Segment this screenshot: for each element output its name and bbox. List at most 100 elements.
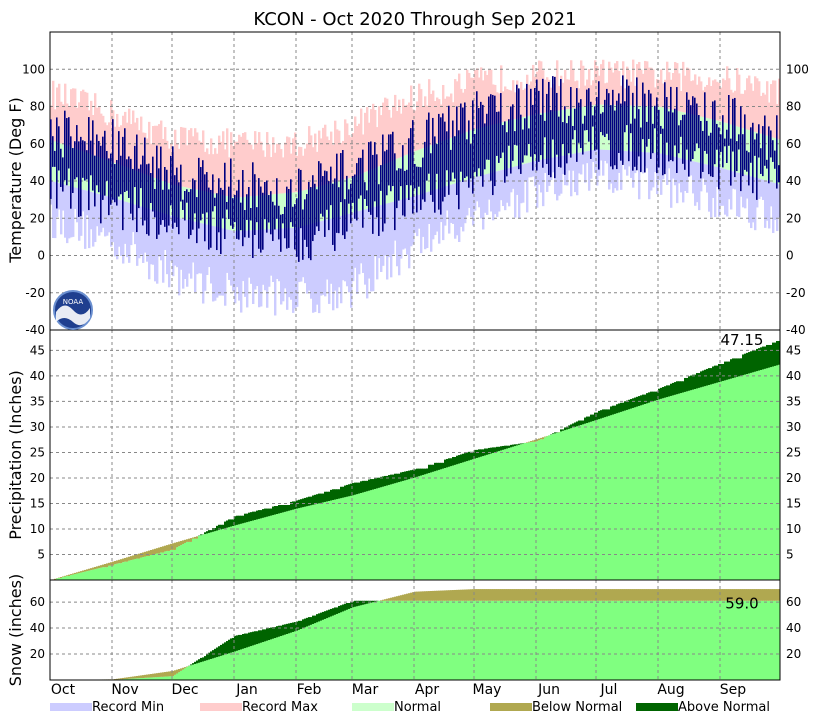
record-min-bar [754, 177, 757, 231]
precip-above-normal-bar [668, 385, 671, 397]
precip-normal-bar [476, 457, 479, 580]
snow-above-normal-bar [328, 609, 331, 618]
precip-normal-bar [360, 493, 363, 580]
snow-normal-bar [678, 600, 681, 680]
record-min-bar [716, 167, 719, 187]
precip-normal-bar [598, 419, 601, 580]
observed-temp-bar [422, 157, 424, 200]
precip-normal-bar [252, 520, 255, 580]
record-min-bar [128, 202, 131, 263]
observed-temp-bar [238, 179, 240, 240]
observed-temp-bar [560, 79, 562, 168]
snow-below-normal-bar [436, 590, 439, 601]
precip-above-normal-bar [680, 381, 683, 394]
snow-normal-bar [674, 600, 677, 680]
snow-normal-bar [692, 600, 695, 680]
observed-temp-bar [568, 115, 570, 154]
snow-below-normal-bar [496, 589, 499, 601]
observed-temp-bar [610, 105, 612, 167]
precip-normal-bar [440, 469, 443, 580]
precip-above-normal-bar [238, 515, 241, 525]
precip-normal-bar [568, 428, 571, 580]
observed-temp-bar [670, 86, 672, 161]
precip-above-normal-bar [248, 512, 251, 522]
snow-normal-bar [216, 657, 219, 680]
precip-above-normal-bar [700, 371, 703, 388]
precip-below-normal-bar [132, 555, 135, 560]
snow-normal-bar [222, 655, 225, 680]
observed-temp-bar [336, 153, 338, 233]
record-max-bar [432, 90, 435, 145]
snow-normal-bar [652, 600, 655, 680]
precip-above-normal-bar [366, 480, 369, 492]
snow-normal-bar [646, 600, 649, 680]
observed-temp-bar [218, 178, 220, 233]
snow-below-normal-bar [748, 589, 751, 601]
record-max-bar [286, 136, 289, 194]
record-max-bar [312, 147, 315, 188]
precip-normal-bar [466, 461, 469, 580]
observed-temp-bar [710, 132, 712, 177]
snow-normal-bar [532, 600, 535, 680]
snow-below-normal-bar [740, 589, 743, 601]
precip-normal-bar [460, 462, 463, 580]
precip-above-normal-bar [272, 506, 275, 516]
precip-normal-bar [454, 464, 457, 580]
record-max-bar [96, 107, 99, 157]
precip-normal-bar [342, 497, 345, 580]
precip-normal-bar [104, 567, 107, 580]
record-max-bar [618, 71, 621, 106]
precip-below-normal-bar [106, 563, 109, 568]
precip-normal-bar [708, 384, 711, 580]
precip-above-normal-bar [508, 445, 511, 448]
observed-temp-bar [624, 101, 626, 133]
snow-above-normal-bar [204, 656, 207, 661]
snow-normal-bar [750, 600, 753, 680]
record-max-bar [538, 60, 541, 114]
normal-range-bar [654, 106, 657, 153]
record-max-bar [730, 89, 733, 125]
precip-normal-bar [496, 451, 499, 580]
snow-normal-bar [716, 600, 719, 680]
record-max-bar [110, 100, 113, 162]
snow-below-normal-bar [616, 589, 619, 601]
snow-below-normal-bar [544, 589, 547, 601]
record-max-bar [186, 145, 189, 188]
record-max-bar [640, 69, 643, 106]
precip-total-annotation: 47.15 [721, 331, 764, 349]
snow-below-normal-bar [648, 589, 651, 601]
record-max-bar [166, 140, 169, 183]
snow-normal-bar [366, 603, 369, 680]
snow-above-normal-bar [318, 613, 321, 622]
snow-normal-bar [542, 600, 545, 680]
snow-below-normal-bar [140, 675, 143, 679]
record-max-bar [486, 74, 489, 126]
observed-temp-bar [176, 167, 178, 228]
record-min-bar [280, 228, 283, 305]
record-min-bar [478, 176, 481, 208]
snow-below-normal-bar [590, 589, 593, 601]
precip-above-normal-bar [294, 501, 297, 510]
precip-normal-bar [452, 465, 455, 580]
precip-above-normal-bar [572, 423, 575, 428]
observed-temp-bar [178, 182, 180, 235]
snow-normal-bar [654, 600, 657, 680]
precip-normal-bar [220, 529, 223, 580]
snow-normal-bar [404, 600, 407, 680]
record-max-bar [382, 102, 385, 165]
precip-normal-bar [222, 528, 225, 580]
precip-above-normal-bar [424, 468, 427, 475]
snow-above-normal-bar [322, 611, 325, 620]
precip-normal-bar [206, 533, 209, 580]
snow-normal-bar [196, 663, 199, 680]
observed-temp-bar [700, 120, 702, 179]
observed-temp-bar [370, 141, 372, 215]
precip-normal-bar [580, 424, 583, 580]
precip-normal-bar [210, 532, 213, 580]
precip-above-normal-bar [292, 501, 295, 510]
snow-above-normal-bar [336, 607, 339, 614]
observed-temp-bar [456, 106, 458, 195]
precip-below-normal-bar [110, 562, 113, 566]
record-max-bar [210, 138, 213, 193]
snow-below-normal-bar [672, 589, 675, 601]
